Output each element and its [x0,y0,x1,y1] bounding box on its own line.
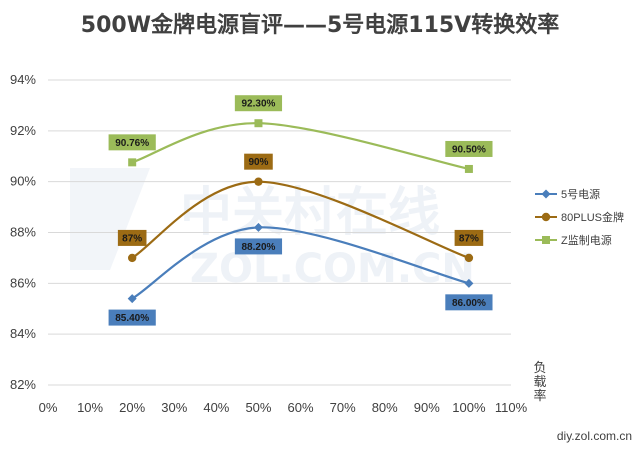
x-tick-label: 30% [161,400,187,415]
legend-swatch-marker [542,236,550,244]
series-2 [127,177,474,263]
chart-title: 500W金牌电源盲评——5号电源115V转换效率 [81,12,559,38]
y-tick-label: 92% [10,123,36,138]
data-label: 88.20% [241,242,275,253]
data-label: 87% [459,233,479,244]
x-tick-label: 70% [330,400,356,415]
x-tick-label: 110% [495,400,528,415]
y-tick-label: 88% [10,225,36,240]
legend-label: Z监制电源 [561,233,612,247]
x-tick-label: 100% [452,400,486,415]
data-label-box [445,294,493,311]
x-tick-label: 40% [203,400,229,415]
data-label-box [445,140,493,157]
data-label-box [108,134,156,151]
data-label-box [108,309,156,326]
series-1 [127,222,474,304]
y-axis-ticks: 82% 84% 86% 88% 90% 92% 94% [10,72,36,392]
watermark-logo-shape [70,168,150,270]
x-tick-label: 50% [245,400,271,415]
legend-swatch-marker [541,212,551,222]
series-3 [128,119,473,173]
x-tick-label: 60% [288,400,314,415]
axis-ylabel: 负 载 率 [533,360,546,403]
axis-ylabel-char-3: 率 [533,388,546,403]
x-axis-ticks: 0% 10% 20% 30% 40% 50% 60% 70% 80% 90% 100% 110% [39,400,528,415]
series-marker [253,222,263,232]
y-tick-label: 90% [10,174,36,189]
legend-label: 5号电源 [561,187,600,201]
series-marker [464,278,474,288]
data-labels: 85.40% 88.20% 86.00% 87% 90% 87% 90.76% 92.30% 9… [108,95,493,326]
series-marker [128,158,137,167]
y-tick-label: 82% [10,377,36,392]
data-label-box [234,95,283,112]
x-tick-label: 20% [119,400,145,415]
data-label: 92.30% [241,99,275,110]
series-marker [254,119,263,128]
source-label: diy.zol.com.cn [557,429,632,443]
data-label: 90% [248,157,268,168]
data-label-box [117,229,147,246]
legend-swatch-marker [541,189,551,199]
x-tick-label: 90% [414,400,440,415]
data-label: 87% [122,233,142,244]
watermark-en: ZOL.COM.CN [190,246,475,292]
data-label: 85.40% [115,313,149,324]
series-marker [254,177,263,186]
legend-label: 80PLUS金牌 [561,210,624,224]
data-label: 90.76% [115,138,149,149]
y-tick-label: 94% [10,72,36,87]
data-label: 90.50% [452,144,486,155]
data-label-box [454,229,484,246]
x-tick-label: 0% [39,400,58,415]
series-marker [464,164,473,173]
series-line [131,180,470,259]
grid [48,79,511,386]
y-tick-label: 84% [10,326,36,341]
y-tick-label: 86% [10,275,36,290]
axis-ylabel-char-1: 负 [533,360,546,375]
legend: 5号电源 80PLUS金牌 Z监制电源 [535,187,624,247]
series-line [131,122,470,171]
data-label: 86.00% [452,298,486,309]
x-tick-label: 10% [77,400,103,415]
data-label-box [244,153,273,170]
series-layer [127,119,474,304]
series-marker [127,253,137,263]
series-marker [127,294,137,304]
x-tick-label: 80% [372,400,398,415]
data-label-box [234,238,283,255]
series-marker [464,253,474,263]
axis-ylabel-char-2: 载 [533,374,546,389]
